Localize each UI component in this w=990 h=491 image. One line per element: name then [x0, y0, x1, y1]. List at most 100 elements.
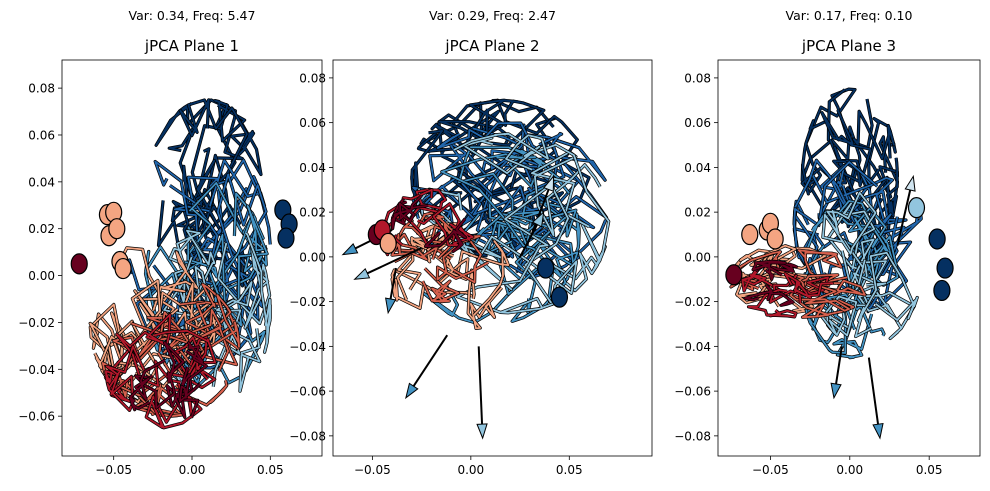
trajectory-line — [486, 196, 577, 256]
trajectory-arrow-shaft — [477, 346, 484, 425]
y-tick-label: 0.02 — [299, 206, 326, 220]
trajectory-line — [531, 151, 601, 237]
start-point-marker — [725, 264, 743, 286]
trajectory-line — [153, 329, 217, 389]
trajectory-line — [134, 341, 185, 409]
panel-3-subtitle: Var: 0.17, Freq: 0.10 — [786, 8, 913, 23]
y-tick-label: 0.06 — [684, 116, 711, 130]
trajectory-line — [216, 173, 267, 308]
trajectory-arrow-shaft — [366, 247, 423, 275]
trajectory-line — [511, 201, 580, 323]
trajectory-line — [821, 109, 872, 187]
trajectory-line — [752, 260, 786, 281]
x-tick-label: 0.05 — [257, 463, 284, 477]
panel-2-subtitle: Var: 0.29, Freq: 2.47 — [429, 8, 556, 23]
panel-3-axes-frame — [717, 59, 981, 457]
trajectory-line — [741, 267, 784, 294]
panel-2-title: jPCA Plane 2 — [444, 37, 539, 55]
panel-3-ticks: −0.05 0.00 0.05 −0.08 −0.06 −0.04 −0.02 0.00 0.0… — [674, 71, 942, 477]
trajectory-arrow-head — [476, 423, 488, 440]
y-tick-label: −0.06 — [674, 385, 711, 399]
trajectory-line — [391, 195, 429, 230]
start-point-marker — [928, 228, 946, 250]
panel-1-ticks: −0.05 0.00 0.05 −0.06 −0.04 −0.02 0.00 0.02 0.04… — [18, 82, 283, 477]
trajectory-line — [744, 285, 794, 307]
y-tick-label: −0.08 — [674, 429, 711, 443]
start-point-marker — [277, 227, 295, 249]
trajectory-arrow-head — [531, 210, 545, 228]
trajectory-line — [546, 223, 607, 292]
chart-panel-3: Var: 0.17, Freq: 0.10 jPCA Plane 3 −0.05… — [674, 8, 981, 477]
trajectory-line — [784, 272, 834, 299]
trajectory-line — [854, 251, 919, 338]
panel-1-title: jPCA Plane 1 — [144, 37, 239, 55]
trajectory-line — [213, 192, 266, 372]
trajectory-arrow-head — [904, 174, 916, 192]
trajectory-arrow-shaft — [835, 346, 843, 385]
start-point-marker — [741, 223, 759, 246]
trajectory-line — [169, 229, 216, 304]
x-tick-label: 0.00 — [836, 463, 863, 477]
y-tick-label: 0.06 — [28, 128, 55, 142]
panel-2-ticks: −0.05 0.00 0.05 −0.08 −0.06 −0.04 −0.02 0.00 0.0… — [289, 71, 582, 477]
trajectory-line — [245, 232, 272, 354]
trajectory-line — [801, 88, 846, 195]
trajectory-line — [436, 122, 559, 189]
trajectory-line — [155, 99, 244, 160]
y-tick-label: 0.08 — [684, 71, 711, 85]
y-tick-label: 0.08 — [28, 82, 55, 96]
trajectory-arrow-head — [405, 382, 419, 400]
trajectory-line — [178, 341, 208, 403]
y-tick-label: 0.04 — [299, 161, 326, 175]
start-point-marker — [933, 279, 951, 302]
trajectory-arrow-head — [385, 297, 397, 315]
panel-2-axes-frame — [332, 59, 653, 457]
chart-panel-1: Var: 0.34, Freq: 5.47 jPCA Plane 1 −0.05… — [18, 8, 323, 477]
trajectory-line — [747, 288, 797, 318]
y-tick-label: 0.04 — [684, 161, 711, 175]
panel-1-plot-area — [70, 98, 298, 430]
start-point-marker — [766, 228, 784, 250]
start-point-marker — [108, 218, 126, 240]
start-point-marker — [936, 257, 954, 279]
trajectory-line — [163, 256, 213, 325]
y-tick-label: 0.00 — [684, 250, 711, 264]
trajectory-line — [436, 235, 489, 284]
start-point-marker — [550, 286, 569, 308]
start-point-marker — [70, 253, 88, 275]
x-tick-label: 0.05 — [556, 463, 583, 477]
y-tick-label: −0.08 — [289, 429, 326, 443]
y-tick-label: −0.04 — [18, 363, 55, 377]
x-tick-label: 0.00 — [457, 463, 484, 477]
y-tick-label: −0.04 — [674, 340, 711, 354]
trajectory-line — [129, 359, 166, 411]
trajectory-line — [457, 137, 610, 253]
trajectory-line — [463, 99, 545, 148]
trajectory-line — [453, 132, 549, 171]
chart-panel-2: Var: 0.29, Freq: 2.47 jPCA Plane 2 −0.05… — [289, 8, 653, 477]
trajectory-line — [789, 276, 855, 319]
trajectory-line — [105, 345, 145, 412]
x-tick-label: 0.05 — [916, 463, 943, 477]
trajectory-line — [456, 185, 555, 314]
y-tick-label: −0.06 — [289, 385, 326, 399]
trajectory-line — [422, 217, 533, 324]
trajectory-line — [811, 173, 907, 225]
y-tick-label: 0.02 — [28, 222, 55, 236]
x-tick-label: 0.00 — [179, 463, 206, 477]
y-tick-label: 0.00 — [28, 269, 55, 283]
trajectory-arrow-head — [872, 422, 884, 440]
trajectory-line — [421, 267, 460, 303]
trajectory-arrow-shaft — [519, 224, 539, 258]
trajectory-line — [122, 246, 199, 311]
trajectory-line — [467, 269, 503, 330]
trajectory-line — [173, 159, 266, 213]
y-tick-label: −0.02 — [674, 295, 711, 309]
start-point-marker — [907, 197, 926, 219]
trajectory-line — [424, 218, 467, 253]
trajectory-arrow-head — [830, 382, 842, 400]
x-tick-label: −0.05 — [95, 463, 132, 477]
panel-3-plot-area — [725, 87, 954, 440]
trajectory-line — [853, 110, 899, 198]
trajectory-line — [769, 274, 829, 304]
